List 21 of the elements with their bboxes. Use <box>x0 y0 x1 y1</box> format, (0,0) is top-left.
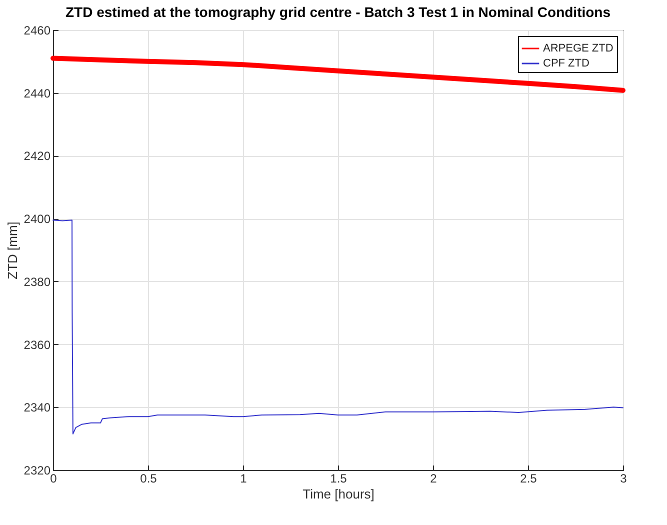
x-tick-label: 0 <box>50 472 58 486</box>
chart-title: ZTD estimed at the tomography grid centre - Batch 3 Test 1 in Nominal Conditions <box>65 4 611 20</box>
y-tick-label: 2420 <box>24 149 51 164</box>
x-tick-label: 2.5 <box>520 472 538 486</box>
legend-label: CPF ZTD <box>543 58 590 70</box>
y-tick-label: 2440 <box>24 86 51 100</box>
x-tick-label: 1.5 <box>330 472 348 486</box>
x-tick-label: 0.5 <box>140 472 158 486</box>
y-axis-title: ZTD [mm] <box>4 222 20 280</box>
legend-label: ARPEGE ZTD <box>543 42 614 54</box>
x-tick-label: 3 <box>620 472 628 486</box>
x-tick-label: 2 <box>430 472 438 486</box>
y-tick-label: 2380 <box>24 274 51 289</box>
y-tick-label: 2460 <box>24 24 51 38</box>
y-tick-label: 2340 <box>24 400 51 415</box>
y-tick-label: 2360 <box>24 338 51 352</box>
x-tick-label: 1 <box>240 472 248 486</box>
y-tick-label: 2400 <box>24 212 51 226</box>
line-series <box>52 220 624 434</box>
y-tick-label: 2320 <box>24 464 51 478</box>
x-axis-title: Time [hours] <box>302 486 374 502</box>
